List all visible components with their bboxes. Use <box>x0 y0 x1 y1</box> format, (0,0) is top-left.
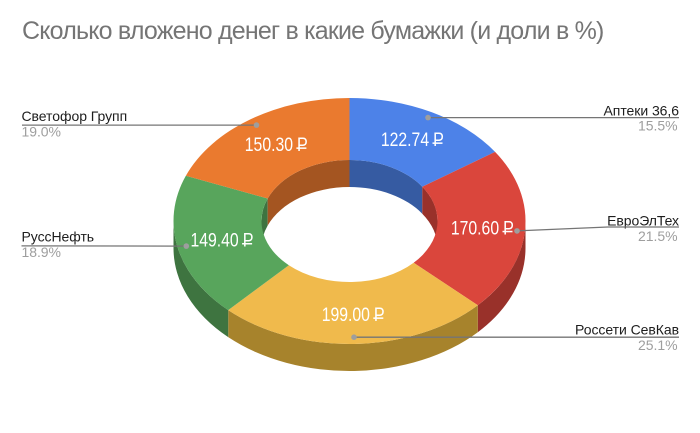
svg-text:15.5%: 15.5% <box>638 118 677 134</box>
svg-text:Р: Р <box>374 304 385 326</box>
svg-text:170.60: 170.60 <box>451 217 499 239</box>
svg-text:Р: Р <box>503 217 514 239</box>
svg-text:Россети СевКав: Россети СевКав <box>575 322 679 338</box>
svg-text:Р: Р <box>433 129 444 151</box>
svg-text:25.1%: 25.1% <box>638 337 677 353</box>
svg-text:Р: Р <box>297 134 308 156</box>
svg-text:РуссНефть: РуссНефть <box>22 229 95 245</box>
svg-text:ЕвроЭлТех: ЕвроЭлТех <box>607 213 679 229</box>
svg-text:Аптеки 36,6: Аптеки 36,6 <box>604 102 680 118</box>
svg-text:21.5%: 21.5% <box>638 228 677 244</box>
svg-text:Светофор Групп: Светофор Групп <box>22 108 128 124</box>
svg-text:150.30: 150.30 <box>245 134 293 156</box>
svg-text:122.74: 122.74 <box>381 129 429 151</box>
svg-text:19.0%: 19.0% <box>22 123 61 139</box>
svg-text:Р: Р <box>243 229 254 251</box>
svg-text:Сколько вложено денег в какие: Сколько вложено денег в какие бумажки (и… <box>22 17 604 45</box>
svg-text:18.9%: 18.9% <box>22 244 61 260</box>
svg-text:199.00: 199.00 <box>322 304 370 326</box>
svg-text:149.40: 149.40 <box>191 229 239 251</box>
